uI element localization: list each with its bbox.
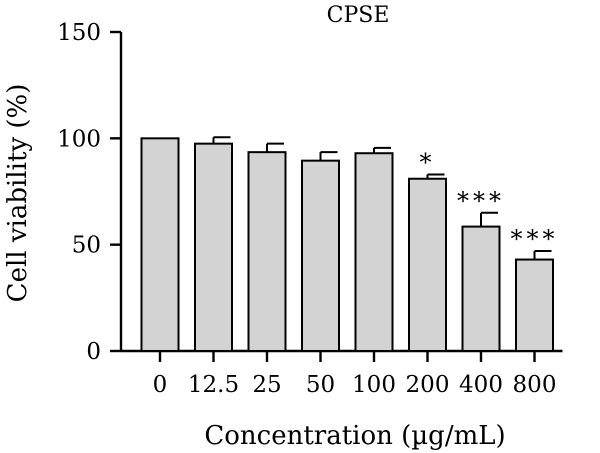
x-tick-label: 400 xyxy=(459,372,503,398)
x-tick-label: 25 xyxy=(252,372,281,398)
x-tick-label: 800 xyxy=(513,372,557,398)
bar xyxy=(247,151,287,352)
x-axis-title: Concentration (µg/mL) xyxy=(204,421,505,451)
x-tick-label: 200 xyxy=(406,372,450,398)
bar xyxy=(194,142,233,352)
significance-marker: *** xyxy=(511,225,559,253)
significance-marker: *** xyxy=(457,187,505,215)
bar xyxy=(140,137,180,352)
x-tick-label: 100 xyxy=(352,372,396,398)
bar xyxy=(354,152,394,352)
y-axis: 0 50 100 150 xyxy=(57,20,123,365)
y-tick-label: 100 xyxy=(57,126,101,152)
bar xyxy=(301,159,340,352)
x-tick-label: 50 xyxy=(306,372,335,398)
x-axis: 0 12.5 25 50 100 200 400 800 xyxy=(121,349,563,398)
significance-marker: * xyxy=(420,148,436,176)
x-tick-label: 0 xyxy=(153,372,168,398)
bar xyxy=(408,177,447,352)
x-tick-label: 12.5 xyxy=(188,372,239,398)
y-tick-label: 150 xyxy=(57,20,101,46)
chart-title: CPSE xyxy=(327,3,390,28)
y-axis-title: Cell viability (%) xyxy=(3,84,33,303)
bar xyxy=(461,225,501,352)
bar xyxy=(515,258,554,353)
bar-series: ******* xyxy=(140,136,559,353)
y-tick-label: 0 xyxy=(86,339,101,365)
y-tick-label: 50 xyxy=(72,233,101,259)
